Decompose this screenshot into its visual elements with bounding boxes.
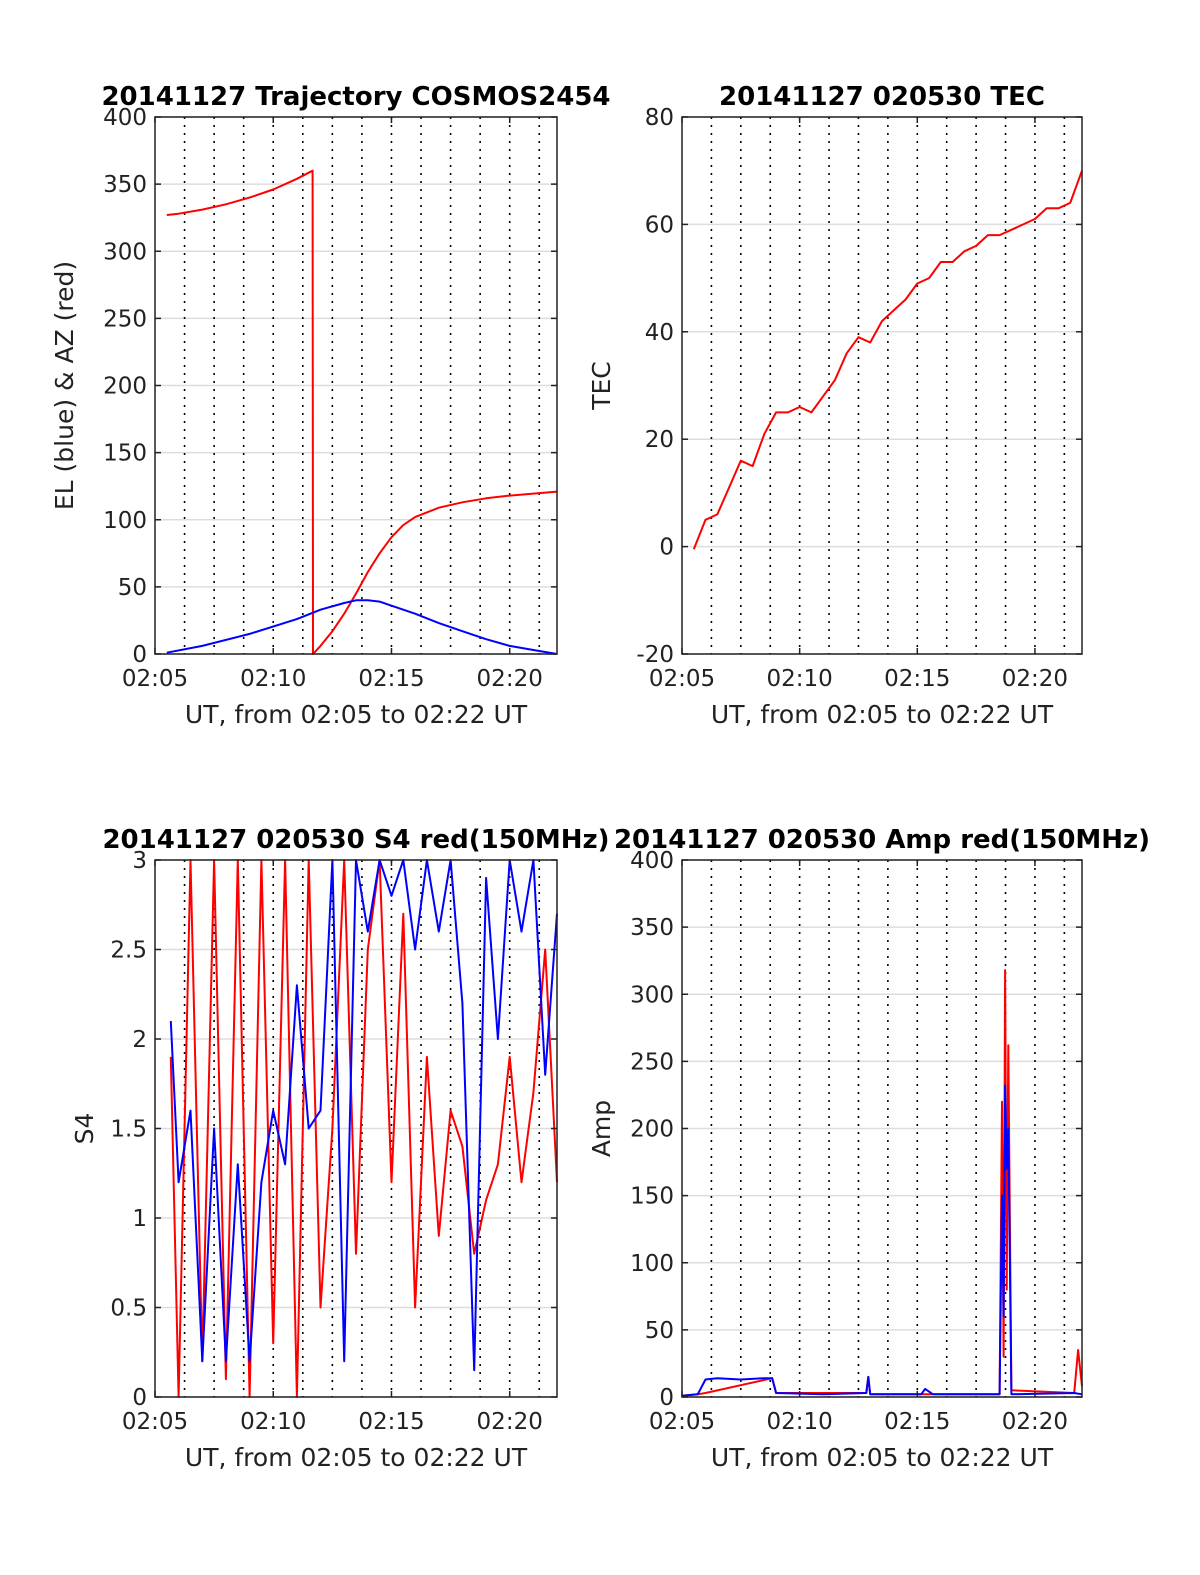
y-axis-label: TEC [587, 361, 616, 411]
x-tick-label: 02:10 [240, 666, 306, 692]
y-tick-label: 1 [132, 1206, 147, 1232]
series-line-red [169, 859, 558, 1398]
x-tick-label: 02:15 [884, 666, 950, 692]
plot-area [682, 117, 1082, 654]
series-line-red [692, 170, 1083, 550]
panel-amp: 0 50 100 150 200 250 300 350 400 02:05 02:10 02:15 0… [587, 825, 1150, 1472]
y-tick-label: 400 [630, 848, 674, 874]
series-line-red [166, 169, 558, 655]
y-tick-label: 250 [630, 1049, 674, 1075]
y-tick-label: 100 [103, 508, 147, 534]
chart-title: 20141127 020530 TEC [719, 82, 1045, 112]
x-tick-label: 02:20 [1002, 1409, 1068, 1435]
x-tick-label: 02:20 [477, 666, 543, 692]
y-tick-label: 1.5 [110, 1117, 147, 1143]
series-line-blue [166, 599, 558, 655]
y-tick-label: 0 [659, 1385, 674, 1411]
y-tick-label: 2.5 [110, 938, 147, 964]
x-tick-label: 02:20 [477, 1409, 543, 1435]
x-axis-label: UT, from 02:05 to 02:22 UT [185, 1443, 528, 1472]
y-tick-label: 150 [103, 441, 147, 467]
panel-tec: -20 0 20 40 60 80 02:05 02:10 02:15 02:20 20141127… [587, 82, 1083, 729]
y-tick-label: 0 [132, 642, 147, 668]
x-axis-label: UT, from 02:05 to 02:22 UT [185, 700, 528, 729]
axes-frame [681, 116, 1083, 655]
x-tick-label: 02:05 [122, 1409, 188, 1435]
x-tick-label: 02:15 [358, 1409, 424, 1435]
y-tick-label: 60 [645, 212, 674, 238]
chart-title: 20141127 020530 S4 red(150MHz) [102, 825, 609, 855]
y-tick-label: 350 [630, 915, 674, 941]
y-tick-label: 80 [645, 105, 674, 131]
y-tick-label: 350 [103, 172, 147, 198]
panel-trajectory: 0 50 100 150 200 250 300 350 400 02:05 02:10 02:15 0… [50, 82, 611, 729]
y-tick-label: 0 [132, 1385, 147, 1411]
x-tick-label: 02:10 [766, 666, 832, 692]
y-axis-label: Amp [587, 1100, 616, 1157]
y-tick-label: 2 [132, 1027, 147, 1053]
y-axis-label: S4 [70, 1113, 99, 1145]
y-tick-label: 300 [103, 239, 147, 265]
x-tick-label: 02:05 [649, 666, 715, 692]
y-tick-label: 250 [103, 306, 147, 332]
panel-s4: 0 0.5 1 1.5 2 2.5 3 02:05 02:10 02:15 02:20 2014112… [70, 825, 610, 1472]
x-axis-label: UT, from 02:05 to 02:22 UT [711, 700, 1054, 729]
y-tick-label: 0.5 [110, 1296, 147, 1322]
y-tick-label: 50 [118, 575, 147, 601]
y-tick-label: -20 [636, 642, 674, 668]
y-tick-label: 150 [630, 1184, 674, 1210]
series-line-blue [681, 1084, 1083, 1397]
series-line-blue [169, 859, 558, 1372]
y-tick-label: 40 [645, 320, 674, 346]
y-tick-label: 0 [659, 535, 674, 561]
y-tick-label: 50 [645, 1318, 674, 1344]
x-tick-label: 02:05 [122, 666, 188, 692]
x-tick-label: 02:20 [1002, 666, 1068, 692]
y-tick-label: 300 [630, 982, 674, 1008]
y-tick-label: 200 [630, 1117, 674, 1143]
x-tick-label: 02:10 [240, 1409, 306, 1435]
y-tick-label: 20 [645, 427, 674, 453]
y-axis-label: EL (blue) & AZ (red) [50, 261, 79, 510]
y-tick-label: 3 [132, 848, 147, 874]
x-tick-label: 02:05 [649, 1409, 715, 1435]
x-axis-label: UT, from 02:05 to 02:22 UT [711, 1443, 1054, 1472]
y-tick-label: 200 [103, 374, 147, 400]
y-tick-label: 400 [103, 105, 147, 131]
chart-title: 20141127 020530 Amp red(150MHz) [614, 825, 1150, 855]
y-tick-label: 100 [630, 1251, 674, 1277]
x-tick-label: 02:15 [884, 1409, 950, 1435]
x-tick-label: 02:10 [766, 1409, 832, 1435]
x-tick-label: 02:15 [358, 666, 424, 692]
chart-title: 20141127 Trajectory COSMOS2454 [101, 82, 610, 112]
